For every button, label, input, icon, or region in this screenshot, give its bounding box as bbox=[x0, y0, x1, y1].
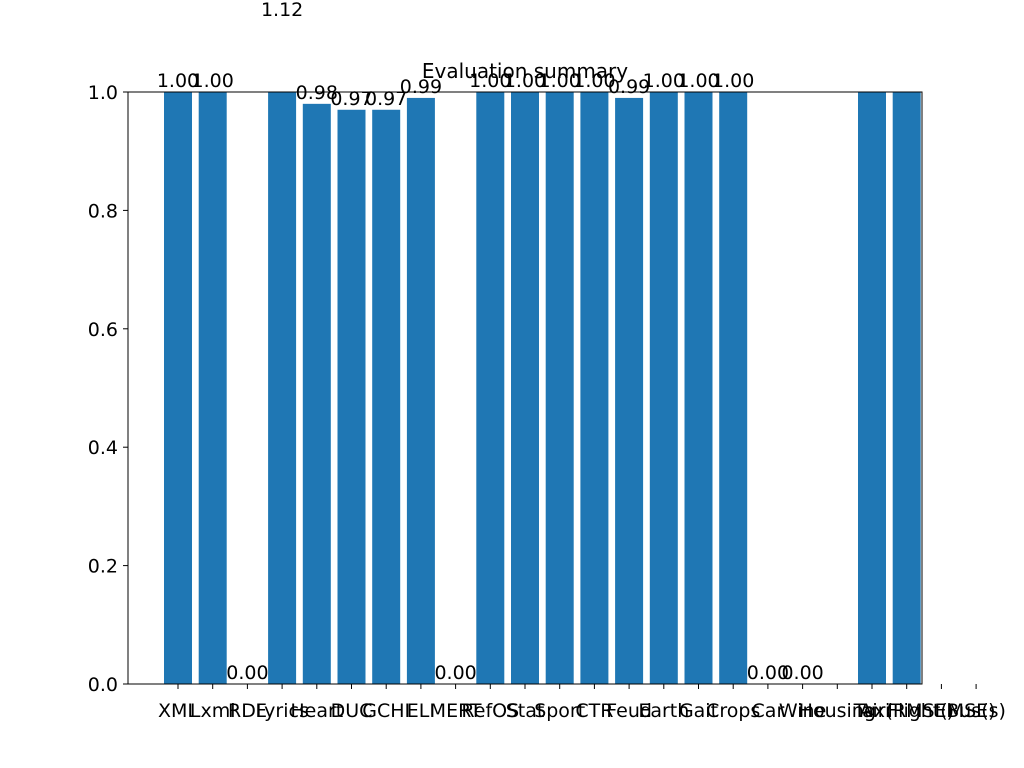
bars-layer bbox=[164, 92, 921, 685]
value-label: 0.00 bbox=[781, 662, 823, 684]
x-tick-label: CTR bbox=[575, 700, 613, 722]
y-tick-label: 1.0 bbox=[88, 82, 118, 104]
value-label: 1.00 bbox=[539, 70, 581, 92]
chart-title: Evaluation summary bbox=[422, 59, 628, 83]
value-label: 0.00 bbox=[226, 662, 268, 684]
value-label: 0.00 bbox=[747, 662, 789, 684]
x-tick-label: MERT bbox=[430, 700, 482, 722]
bar bbox=[476, 92, 505, 684]
x-tick-label: Earth bbox=[638, 700, 689, 722]
y-tick-label: 0.2 bbox=[88, 556, 118, 578]
x-tick-label: Stat bbox=[506, 700, 545, 722]
x-tick-label: GCHI bbox=[362, 700, 410, 722]
y-tick-label: 0.0 bbox=[88, 674, 118, 696]
bar bbox=[198, 92, 227, 684]
x-tick-label: Car bbox=[752, 700, 785, 722]
bar bbox=[545, 92, 574, 684]
bar bbox=[337, 109, 366, 684]
bar bbox=[164, 92, 192, 684]
x-tick-label: Gait bbox=[679, 700, 718, 722]
value-label: 1.00 bbox=[712, 70, 754, 92]
x-tick-label: RefOS bbox=[461, 700, 519, 722]
y-tick-label: 0.6 bbox=[88, 319, 118, 341]
bar bbox=[580, 92, 609, 684]
x-tick-label: Flight(MSE) bbox=[887, 700, 995, 722]
bar bbox=[684, 92, 713, 684]
x-tick-label: Housing bbox=[799, 700, 876, 722]
value-label: 0.98 bbox=[296, 82, 338, 104]
value-label: 1.00 bbox=[573, 70, 615, 92]
x-tick-label: Heart bbox=[290, 700, 343, 722]
value-label: 1.00 bbox=[157, 70, 199, 92]
bar bbox=[858, 92, 886, 684]
bar bbox=[615, 97, 644, 685]
x-tick-label: RDF bbox=[228, 700, 267, 722]
value-label: 1.12 bbox=[261, 0, 303, 21]
bar bbox=[406, 97, 435, 685]
bar bbox=[372, 109, 401, 684]
x-axis: XMLLxmlRDFLyricsHeartDUCGCHIELIMERTRefOS… bbox=[158, 684, 1006, 722]
x-tick-label: Crops bbox=[706, 700, 760, 722]
value-label: 0.97 bbox=[330, 88, 372, 110]
x-tick-label: Bus(s) bbox=[946, 700, 1006, 722]
value-label: 1.00 bbox=[469, 70, 511, 92]
y-tick-label: 0.4 bbox=[88, 437, 118, 459]
value-label: 1.00 bbox=[192, 70, 234, 92]
value-label: 1.00 bbox=[677, 70, 719, 92]
value-label: 0.97 bbox=[365, 88, 407, 110]
x-tick-label: Sport bbox=[534, 700, 585, 722]
value-label: 0.00 bbox=[434, 662, 476, 684]
bar bbox=[511, 92, 539, 684]
x-tick-label: Lyrics bbox=[255, 700, 309, 722]
x-tick-label: XML bbox=[158, 700, 198, 722]
x-tick-label: Lxml bbox=[190, 700, 236, 722]
x-tick-label: DUC bbox=[331, 700, 373, 722]
x-tick-label: Taxi bbox=[853, 700, 891, 722]
bar bbox=[719, 92, 748, 684]
bar bbox=[649, 92, 678, 684]
bar bbox=[892, 92, 921, 684]
plot-frame bbox=[127, 91, 923, 685]
x-tick-label: Wine bbox=[779, 700, 826, 722]
bar bbox=[268, 92, 297, 684]
value-label: 1.00 bbox=[643, 70, 685, 92]
y-axis: 0.0 0.2 0.4 0.6 0.8 1.0 bbox=[88, 82, 128, 696]
y-tick-label: 0.8 bbox=[88, 200, 118, 222]
x-tick-label: Feud bbox=[606, 700, 652, 722]
x-tick-label: Air(RMSE) bbox=[859, 700, 954, 722]
bar bbox=[302, 103, 331, 685]
x-tick-label: ELI bbox=[407, 700, 435, 722]
value-label: 1.00 bbox=[504, 70, 546, 92]
